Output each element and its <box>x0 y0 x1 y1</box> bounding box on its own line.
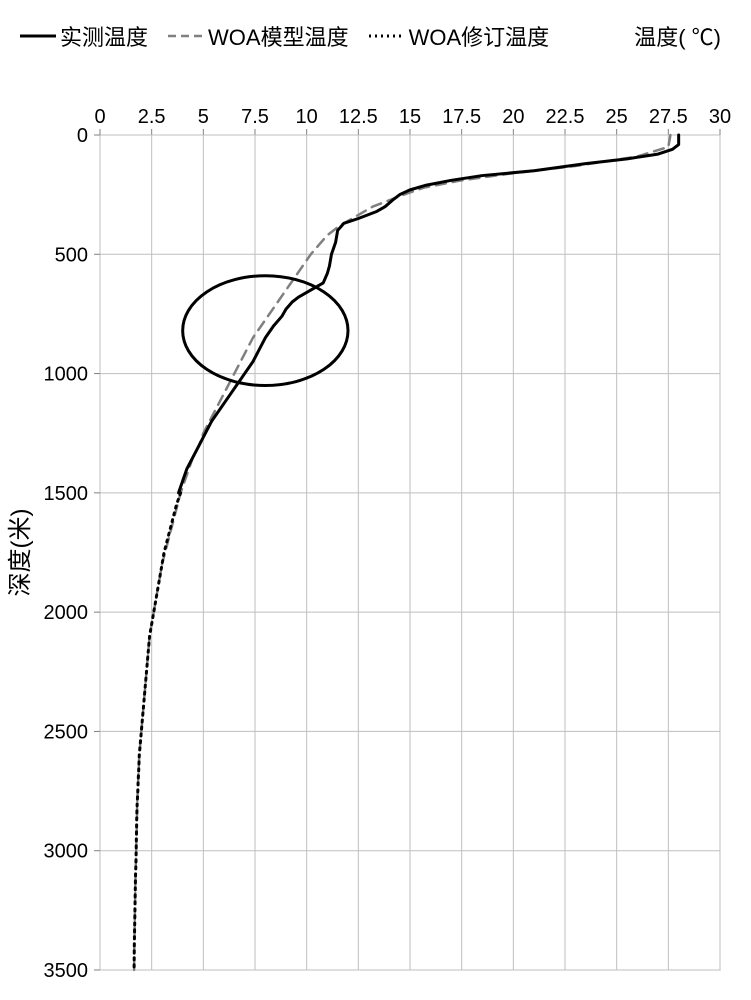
x-tick-label: 27.5 <box>649 106 688 128</box>
x-tick-label: 17.5 <box>442 106 481 128</box>
x-tick-label: 7.5 <box>241 106 269 128</box>
x-tick-label: 12.5 <box>339 106 378 128</box>
x-tick-label: 0 <box>94 106 105 128</box>
x-tick-label: 10 <box>296 106 318 128</box>
y-tick-label: 3000 <box>44 841 89 863</box>
y-tick-label: 1000 <box>44 364 89 386</box>
plot-svg: 0 2.5 5 7.5 10 12.5 15 17.5 20 22.5 25 27.5 30 0 500 10… <box>0 0 751 1000</box>
x-tick-label: 20 <box>502 106 524 128</box>
x-tick-label: 2.5 <box>138 106 166 128</box>
y-tick-label: 3500 <box>44 960 89 982</box>
y-tick-label: 500 <box>55 244 88 266</box>
y-tick-label: 1500 <box>44 483 89 505</box>
chart-container: 实测温度 WOA模型温度 WOA修订温度 温度( ℃) 02.557.51012… <box>0 0 751 1000</box>
x-tick-label: 5 <box>198 106 209 128</box>
x-tick-label: 25 <box>606 106 628 128</box>
x-tick-label: 15 <box>399 106 421 128</box>
y-axis-label: 深度(米) <box>7 509 34 597</box>
y-tick-label: 2000 <box>44 602 89 624</box>
y-tick-label: 0 <box>77 125 88 147</box>
x-tick-label: 22.5 <box>546 106 585 128</box>
x-tick-label: 30 <box>709 106 731 128</box>
y-tick-label: 2500 <box>44 721 89 743</box>
